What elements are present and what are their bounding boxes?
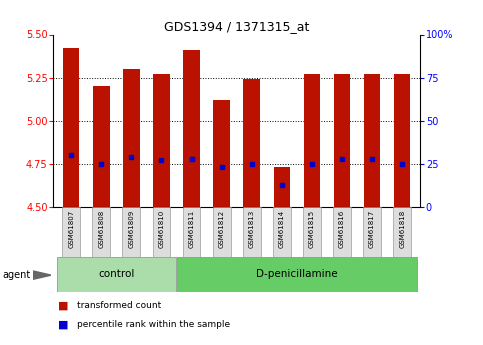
Text: agent: agent (2, 270, 30, 280)
Polygon shape (33, 271, 51, 279)
Bar (123, 69, 140, 207)
Bar (333, 207, 351, 257)
Bar (243, 79, 260, 207)
Text: ■: ■ (58, 319, 69, 329)
Text: GSM61816: GSM61816 (339, 209, 345, 248)
Text: GSM61811: GSM61811 (188, 209, 195, 248)
Text: GSM61815: GSM61815 (309, 209, 315, 248)
Bar (334, 74, 350, 207)
Bar (62, 207, 80, 257)
Bar (213, 100, 230, 207)
Bar (57, 257, 176, 292)
Text: GSM61809: GSM61809 (128, 209, 134, 248)
Text: GSM61814: GSM61814 (279, 209, 285, 248)
Bar (93, 86, 110, 207)
Text: percentile rank within the sample: percentile rank within the sample (77, 320, 230, 329)
Text: ■: ■ (58, 300, 69, 310)
Bar (273, 167, 290, 207)
Bar (183, 50, 200, 207)
Bar (213, 207, 230, 257)
Text: D-penicillamine: D-penicillamine (256, 269, 338, 279)
Text: GSM61807: GSM61807 (68, 209, 74, 248)
Bar (273, 207, 291, 257)
Bar (394, 74, 411, 207)
Text: GSM61808: GSM61808 (98, 209, 104, 248)
Text: GSM61813: GSM61813 (249, 209, 255, 248)
Bar (393, 207, 411, 257)
Text: transformed count: transformed count (77, 301, 161, 310)
Bar (153, 74, 170, 207)
Text: GSM61810: GSM61810 (158, 209, 164, 248)
Bar (364, 74, 380, 207)
Bar (183, 207, 200, 257)
Text: GSM61818: GSM61818 (399, 209, 405, 248)
Text: GSM61817: GSM61817 (369, 209, 375, 248)
Bar (304, 74, 320, 207)
Bar (243, 207, 261, 257)
Text: GSM61812: GSM61812 (219, 209, 225, 248)
Text: control: control (98, 269, 134, 279)
Title: GDS1394 / 1371315_at: GDS1394 / 1371315_at (164, 20, 309, 33)
Bar (153, 207, 170, 257)
Bar (363, 207, 381, 257)
Bar (63, 48, 80, 207)
Bar (177, 257, 417, 292)
Bar (123, 207, 140, 257)
Bar (303, 207, 321, 257)
Bar (92, 207, 110, 257)
